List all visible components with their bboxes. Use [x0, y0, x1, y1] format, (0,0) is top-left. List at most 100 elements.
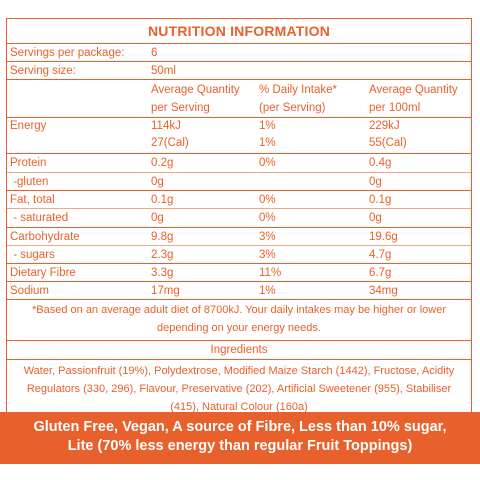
daily-intake-footnote: *Based on an average adult diet of 8700k…: [7, 300, 471, 341]
column-headers: Average Quantity per Serving % Daily Int…: [7, 80, 471, 118]
cell-value: 0g: [151, 176, 164, 188]
nutrient-name: Sodium: [10, 285, 49, 297]
table-row: - sugars 2.3g 3% 4.7g: [7, 246, 471, 264]
value-per-100ml: 0g: [366, 209, 471, 227]
value-per-serving: 2.3g: [148, 246, 256, 263]
cell-value: 229kJ: [369, 120, 400, 132]
value-per-serving: 114kJ 27(Cal): [148, 118, 256, 153]
cell-value: 11%: [259, 267, 282, 279]
header-daily-intake-line1: % Daily Intake*: [259, 84, 337, 96]
nutrient-name: -gluten: [10, 176, 49, 188]
cell-value: 9.8g: [151, 231, 174, 243]
value-daily-intake: 0%: [256, 191, 366, 208]
table-row: Sodium 17mg 1% 34mg: [7, 282, 471, 300]
value-per-serving: 3.3g: [148, 264, 256, 281]
cell-value: 0.1g: [369, 194, 392, 206]
value-per-serving: 9.8g: [148, 228, 256, 245]
servings-value: 6: [151, 47, 158, 59]
panel-title: NUTRITION INFORMATION: [7, 19, 471, 44]
header-per-100ml-line1: Average Quantity: [369, 84, 458, 96]
cell-value: 0%: [259, 212, 276, 224]
table-row: Energy 114kJ 27(Cal) 1% 1% 229kJ 55(Cal): [7, 118, 471, 154]
value-per-serving: 0.2g: [148, 154, 256, 172]
ingredients-title: Ingredients: [7, 341, 471, 360]
nutrition-panel: NUTRITION INFORMATION Servings per packa…: [6, 18, 472, 420]
cell-value: 34mg: [369, 285, 398, 297]
value-per-100ml: 19.6g: [366, 228, 471, 245]
value-daily-intake: 3%: [256, 228, 366, 245]
cell-value: 0.1g: [151, 194, 174, 206]
cell-value: 114kJ: [151, 120, 181, 132]
cell-value: 19.6g: [369, 231, 398, 243]
cell-value: 0g: [151, 212, 164, 224]
value-per-serving: 0.1g: [148, 191, 256, 208]
nutrient-name: Carbohydrate: [10, 231, 80, 243]
value-per-100ml: 34mg: [366, 282, 471, 299]
header-per-serving-line1: Average Quantity: [151, 84, 240, 96]
cell-value: 17mg: [151, 285, 180, 297]
header-blank: [7, 81, 148, 117]
nutrient-name: - sugars: [10, 249, 55, 261]
cell-value: 1%: [259, 137, 276, 149]
table-row: -gluten 0g 0g: [7, 173, 471, 191]
value-per-100ml: 0.1g: [366, 191, 471, 208]
value-per-serving: 17mg: [148, 282, 256, 299]
table-row: Carbohydrate 9.8g 3% 19.6g: [7, 228, 471, 246]
claims-line-1: Gluten Free, Vegan, A source of Fibre, L…: [33, 419, 447, 435]
value-daily-intake: 0%: [256, 209, 366, 227]
header-daily-intake: % Daily Intake* (per Serving): [256, 81, 366, 117]
value-per-serving: 0g: [148, 173, 256, 190]
value-per-100ml: 0g: [366, 173, 471, 190]
value-daily-intake: [256, 173, 366, 190]
value-daily-intake: 11%: [256, 264, 366, 281]
servings-label: Servings per package:: [10, 47, 125, 59]
claims-banner: Gluten Free, Vegan, A source of Fibre, L…: [0, 412, 480, 464]
nutrient-name: - saturated: [10, 212, 69, 224]
cell-value: 27(Cal): [151, 137, 189, 149]
cell-value: 6.7g: [369, 267, 392, 279]
value-daily-intake: 3%: [256, 246, 366, 263]
cell-value: 1%: [259, 285, 276, 297]
value-per-100ml: 229kJ 55(Cal): [366, 118, 471, 153]
nutrient-name: Dietary Fibre: [10, 267, 76, 279]
serving-size-row: Serving size: 50ml: [7, 62, 471, 80]
header-per-serving-line2: per Serving: [151, 102, 210, 114]
serving-size-label: Serving size:: [10, 65, 76, 77]
cell-value: 1%: [259, 120, 276, 132]
cell-value: 0.2g: [151, 157, 174, 169]
servings-row: Servings per package: 6: [7, 44, 471, 62]
table-row: Fat, total 0.1g 0% 0.1g: [7, 191, 471, 209]
value-daily-intake: 1% 1%: [256, 118, 366, 153]
cell-value: 55(Cal): [369, 137, 407, 149]
cell-value: 0%: [259, 194, 276, 206]
nutrient-name: Fat, total: [10, 194, 55, 206]
cell-value: 0g: [369, 176, 382, 188]
table-row: Dietary Fibre 3.3g 11% 6.7g: [7, 264, 471, 282]
header-daily-intake-line2: (per Serving): [259, 102, 326, 114]
value-daily-intake: 1%: [256, 282, 366, 299]
table-row: - saturated 0g 0% 0g: [7, 209, 471, 228]
cell-value: 0%: [259, 157, 276, 169]
value-per-100ml: 0.4g: [366, 154, 471, 172]
value-per-serving: 0g: [148, 209, 256, 227]
table-row: Protein 0.2g 0% 0.4g: [7, 154, 471, 173]
nutrient-name: Energy: [10, 120, 47, 132]
header-per-serving: Average Quantity per Serving: [148, 81, 256, 117]
cell-value: 0g: [369, 212, 382, 224]
ingredients-text: Water, Passionfruit (19%), Polydextrose,…: [23, 365, 455, 413]
cell-value: 4.7g: [369, 249, 392, 261]
header-per-100ml-line2: per 100ml: [369, 102, 421, 114]
nutrient-name: Protein: [10, 157, 47, 169]
nutrient-table: Energy 114kJ 27(Cal) 1% 1% 229kJ 55(Cal) Protei…: [7, 118, 471, 300]
cell-value: 0.4g: [369, 157, 392, 169]
value-per-100ml: 4.7g: [366, 246, 471, 263]
value-daily-intake: 0%: [256, 154, 366, 172]
cell-value: 3%: [259, 231, 276, 243]
serving-size-value: 50ml: [151, 65, 176, 77]
claims-line-2: Lite (70% less energy than regular Fruit…: [67, 438, 413, 454]
cell-value: 3%: [259, 249, 276, 261]
cell-value: 2.3g: [151, 249, 174, 261]
value-per-100ml: 6.7g: [366, 264, 471, 281]
cell-value: 3.3g: [151, 267, 174, 279]
header-per-100ml: Average Quantity per 100ml: [366, 81, 471, 117]
